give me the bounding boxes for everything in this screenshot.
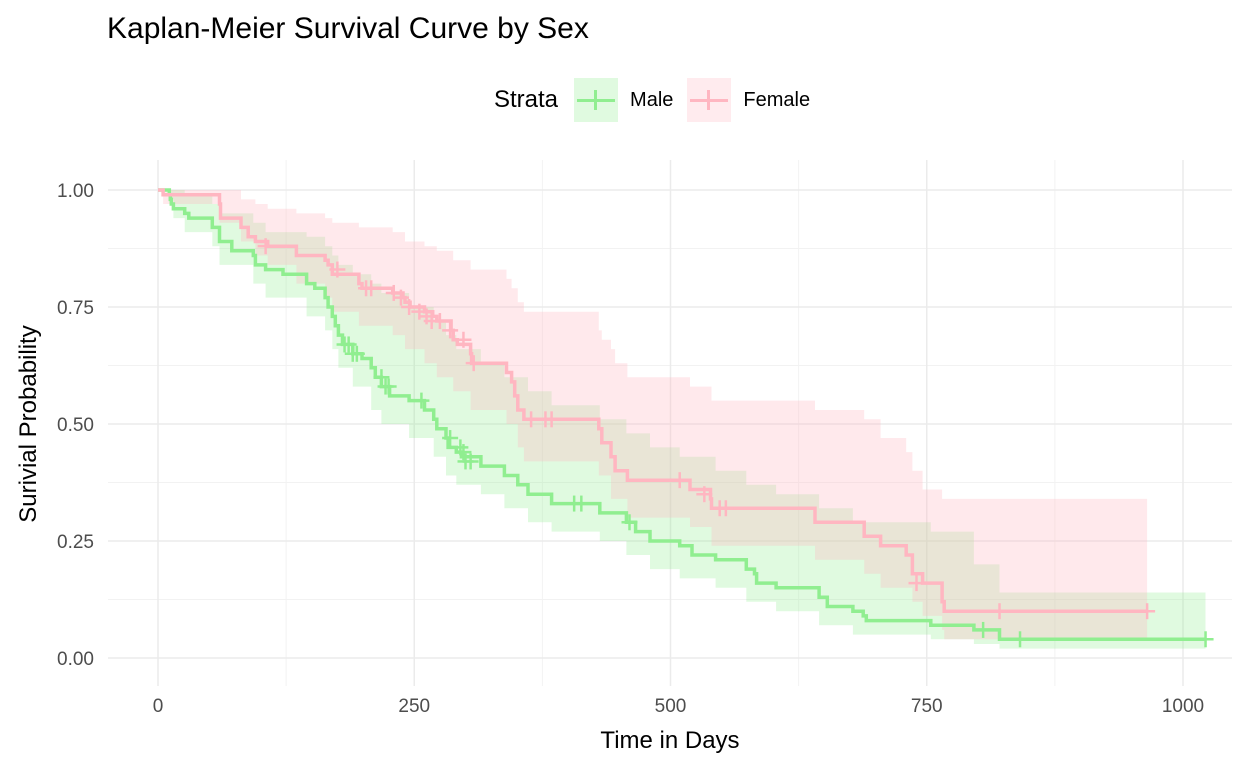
censor-mark-female (908, 575, 925, 592)
censor-mark-female (455, 331, 472, 348)
censor-mark-female (1139, 603, 1156, 620)
x-tick-label: 0 (153, 696, 164, 717)
censor-mark-female (329, 261, 346, 278)
censor-mark-male (340, 336, 357, 353)
censor-mark-female (671, 472, 688, 489)
confidence-band-male (158, 190, 1206, 649)
censor-mark-male (621, 514, 638, 531)
legend-label-male: Male (630, 88, 674, 111)
legend-key-male (574, 78, 619, 122)
legend-label-female: Female (743, 88, 811, 111)
censor-mark-male (373, 369, 390, 386)
censor-mark-male (380, 378, 397, 395)
censor-mark-male (462, 453, 479, 470)
censor-mark-female (442, 322, 459, 339)
chart-title: Kaplan-Meier Survival Curve by Sex (107, 12, 589, 45)
censor-mark-female (991, 603, 1008, 620)
survival-curve-male (158, 188, 1206, 642)
censor-mark-female (523, 411, 540, 428)
confidence-band-female (158, 190, 1148, 640)
censor-mark-female (465, 355, 482, 372)
censor-mark-male (413, 392, 430, 409)
censor-mark-female (543, 411, 560, 428)
x-axis-label: Time in Days (600, 727, 739, 754)
censor-mark-female (431, 313, 448, 330)
y-tick-label: 0.00 (57, 649, 94, 670)
censor-mark-female (401, 299, 418, 315)
censor-mark-male (573, 495, 590, 512)
x-tick-label: 750 (911, 696, 943, 717)
censor-mark-female (392, 289, 409, 306)
y-tick-label: 0.25 (57, 532, 94, 553)
censor-marks (257, 238, 1214, 648)
legend-key-female (687, 78, 732, 122)
censor-mark-male (455, 444, 472, 461)
censor-mark-female (257, 238, 274, 255)
x-tick-label: 500 (655, 696, 687, 717)
x-tick-label: 1000 (1162, 696, 1204, 717)
censor-mark-female (696, 486, 713, 503)
x-axis-ticks: 0 250 500 750 1000 (153, 696, 1204, 717)
censor-mark-male (1012, 631, 1029, 648)
y-tick-label: 1.00 (57, 181, 94, 202)
y-tick-label: 0.75 (57, 298, 94, 319)
censor-mark-female (717, 500, 734, 517)
censor-mark-male (975, 621, 992, 638)
censor-mark-male (1197, 631, 1214, 648)
confidence-bands (158, 190, 1206, 649)
y-tick-label: 0.50 (57, 415, 94, 436)
legend-item-male: Male (574, 78, 673, 122)
legend: Strata Male Female (494, 78, 824, 122)
censor-mark-male (442, 430, 459, 447)
y-axis-ticks: 0.00 0.25 0.50 0.75 1.00 (57, 181, 94, 670)
censor-mark-female (363, 280, 380, 297)
censor-mark-male (348, 345, 365, 362)
x-tick-label: 250 (398, 696, 430, 717)
grid-major (108, 160, 1232, 686)
legend-item-female: Female (687, 78, 810, 122)
y-axis-label: Surivial Probability (15, 325, 42, 522)
legend-title: Strata (494, 86, 559, 113)
